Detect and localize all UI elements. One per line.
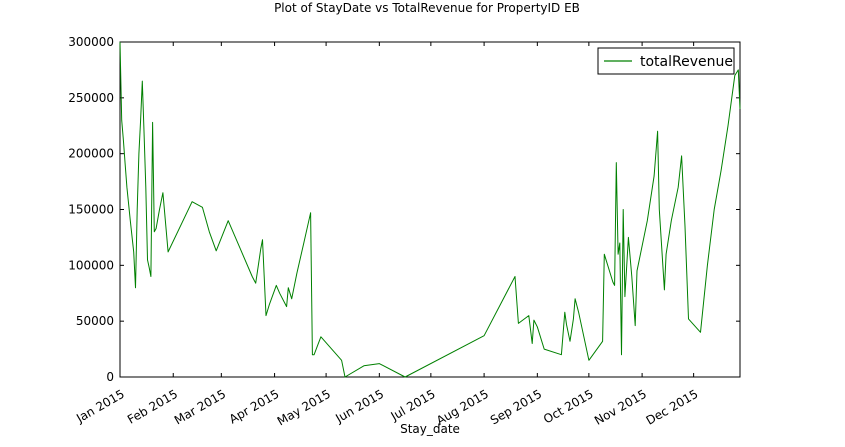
x-tick-label: Nov 2015 <box>592 387 649 428</box>
x-tick-label: Dec 2015 <box>644 387 701 428</box>
x-tick-label: Jul 2015 <box>388 387 438 424</box>
x-tick-label: May 2015 <box>275 387 333 429</box>
y-tick-label: 150000 <box>68 203 114 217</box>
x-tick-label: Oct 2015 <box>541 387 596 427</box>
y-tick-label: 100000 <box>68 258 114 272</box>
series-layer <box>119 41 741 378</box>
series-line-totalRevenue <box>119 41 741 378</box>
y-tick-label: 0 <box>106 370 114 384</box>
y-tick-label: 250000 <box>68 91 114 105</box>
chart-title: Plot of StayDate vs TotalRevenue for Pro… <box>274 1 580 15</box>
legend: totalRevenue <box>597 47 735 75</box>
x-axis-label: Stay_date <box>400 422 460 436</box>
plot-frame <box>119 41 741 378</box>
x-tick-label: Feb 2015 <box>125 387 180 427</box>
x-tick-label: Jan 2015 <box>73 387 127 426</box>
x-tick-label: Jun 2015 <box>332 387 386 426</box>
y-tick-label: 300000 <box>68 35 114 49</box>
legend-label: totalRevenue <box>640 54 733 70</box>
y-tick-label: 50000 <box>76 314 114 328</box>
y-tick-label: 200000 <box>68 147 114 161</box>
x-tick-label: Mar 2015 <box>172 387 228 428</box>
x-tick-label: Sep 2015 <box>488 387 544 428</box>
y-axis: 0 50000 100000 150000 200000 250000 300000 <box>68 35 740 384</box>
x-tick-label: Apr 2015 <box>227 387 282 427</box>
